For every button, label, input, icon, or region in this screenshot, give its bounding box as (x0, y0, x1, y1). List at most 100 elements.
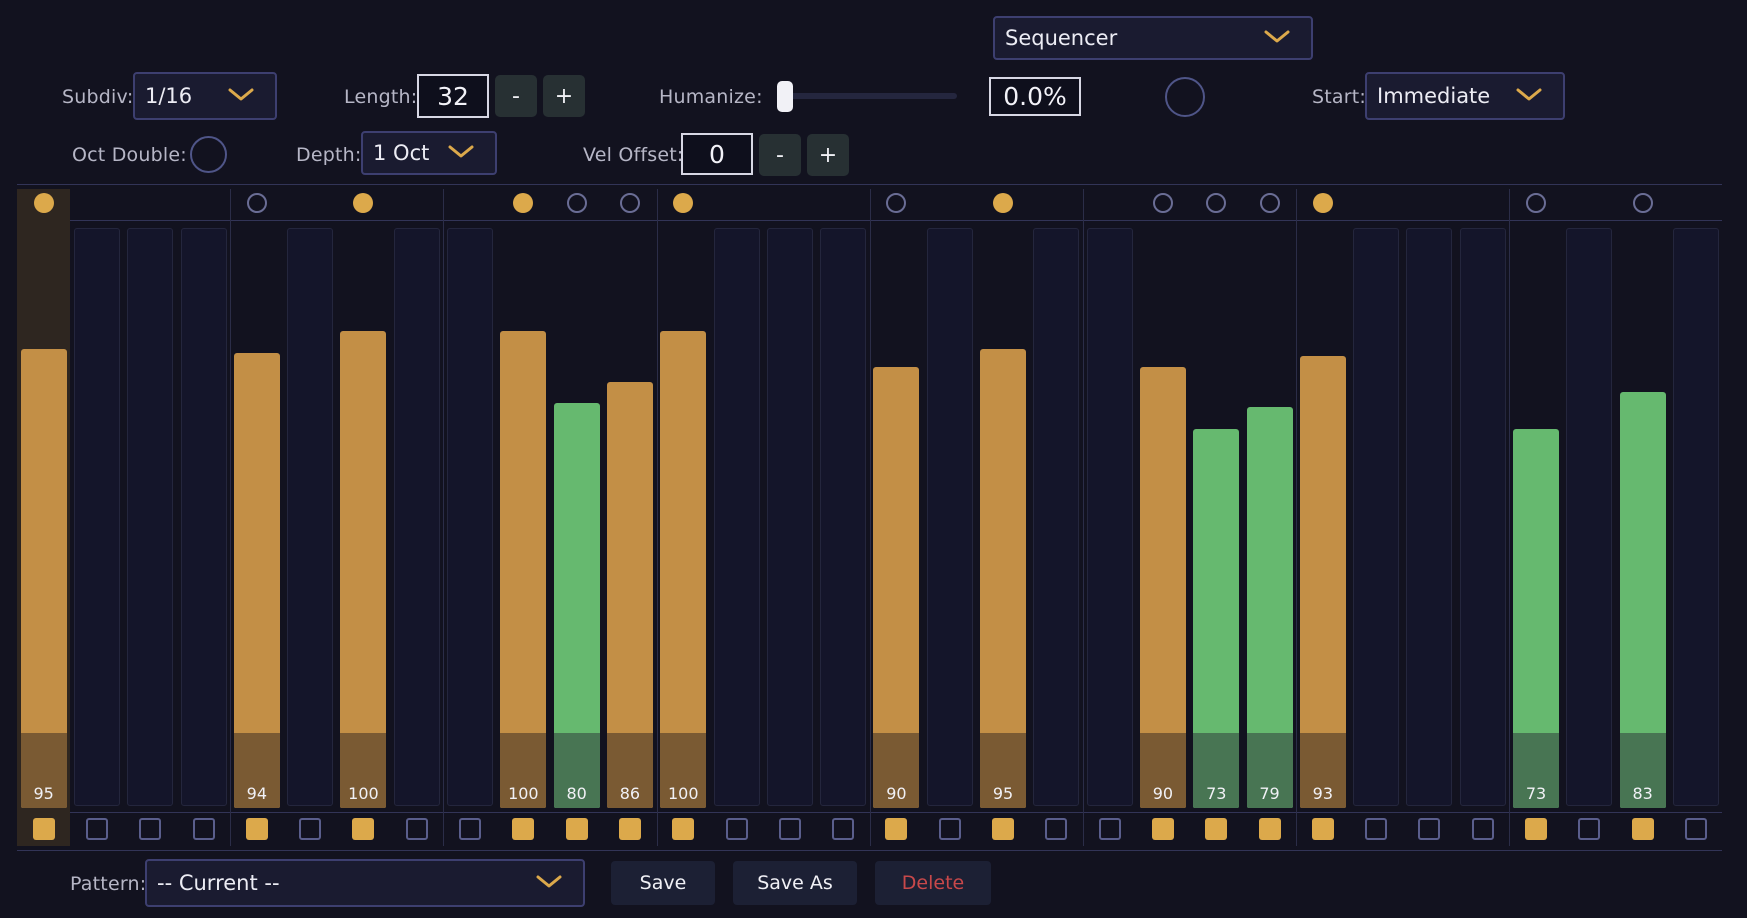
empty-step-track[interactable] (1086, 228, 1133, 806)
accent-dot-off[interactable] (566, 193, 587, 213)
step-gate-toggle[interactable] (832, 818, 855, 840)
mode-dropdown[interactable]: Sequencer (993, 16, 1313, 60)
step-gate-toggle[interactable] (1365, 818, 1388, 840)
vel-offset-decrement-button[interactable]: - (759, 134, 801, 176)
accent-dot-off[interactable] (1206, 193, 1227, 213)
step-gate-toggle[interactable] (938, 818, 961, 840)
delete-button[interactable]: Delete (875, 861, 991, 905)
velocity-bar[interactable] (980, 348, 1027, 808)
accent-dot-on[interactable] (1312, 193, 1333, 213)
empty-step-track[interactable] (766, 228, 813, 806)
humanize-value[interactable]: 0.0% (989, 77, 1081, 116)
step-gate-toggle[interactable] (1258, 818, 1281, 840)
velocity-bar[interactable] (1299, 356, 1346, 808)
velocity-bar[interactable] (606, 381, 653, 808)
empty-step-track[interactable] (1353, 228, 1400, 806)
accent-dot-off[interactable] (1152, 193, 1173, 213)
empty-step-track[interactable] (713, 228, 760, 806)
depth-dropdown[interactable]: 1 Oct (361, 131, 497, 175)
step-gate-toggle[interactable] (565, 818, 588, 840)
empty-step-track[interactable] (1459, 228, 1506, 806)
save-as-button[interactable]: Save As (733, 861, 857, 905)
velocity-bar[interactable] (873, 367, 920, 808)
step-gate-toggle[interactable] (778, 818, 801, 840)
accent-dot-on[interactable] (33, 193, 54, 213)
vel-offset-increment-button[interactable]: + (807, 134, 849, 176)
step-gate-toggle[interactable] (618, 818, 641, 840)
length-increment-button[interactable]: + (543, 75, 585, 117)
empty-step-track[interactable] (393, 228, 440, 806)
step-gate-toggle[interactable] (32, 818, 55, 840)
save-button[interactable]: Save (611, 861, 715, 905)
step-gate-toggle[interactable] (1205, 818, 1228, 840)
accent-dot-off[interactable] (886, 193, 907, 213)
empty-step-track[interactable] (820, 228, 867, 806)
accent-dot-off[interactable] (1259, 193, 1280, 213)
step-gate-toggle[interactable] (992, 818, 1015, 840)
step-gate-toggle[interactable] (1045, 818, 1068, 840)
velocity-bar[interactable] (340, 330, 387, 808)
accent-dot-on[interactable] (353, 193, 374, 213)
accent-dot-off[interactable] (246, 193, 267, 213)
velocity-bar[interactable] (1619, 392, 1666, 808)
velocity-bar[interactable] (1193, 428, 1240, 808)
oct-double-toggle[interactable] (190, 136, 227, 173)
length-decrement-button[interactable]: - (495, 75, 537, 117)
step-gate-toggle[interactable] (1471, 818, 1494, 840)
vel-offset-field[interactable]: 0 (681, 133, 753, 175)
humanize-slider-handle[interactable] (777, 81, 793, 112)
step-gate-toggle[interactable] (725, 818, 748, 840)
velocity-bar[interactable] (660, 330, 707, 808)
pattern-dropdown[interactable]: -- Current -- (145, 859, 585, 907)
start-dropdown[interactable]: Immediate (1365, 72, 1565, 120)
accent-dot-off[interactable] (1632, 193, 1653, 213)
step-gate-toggle[interactable] (1684, 818, 1707, 840)
velocity-bar[interactable] (20, 348, 67, 808)
step-gate-toggle[interactable] (1418, 818, 1441, 840)
step-gate-toggle[interactable] (405, 818, 428, 840)
humanize-slider-track[interactable] (779, 93, 957, 99)
empty-step-track[interactable] (180, 228, 227, 806)
humanize-toggle[interactable] (1165, 77, 1205, 117)
step-gate-toggle[interactable] (352, 818, 375, 840)
step-gate-toggle[interactable] (299, 818, 322, 840)
length-label: Length: (344, 86, 418, 108)
empty-step-track[interactable] (926, 228, 973, 806)
accent-dot-on[interactable] (673, 193, 694, 213)
empty-step-track[interactable] (1672, 228, 1719, 806)
step-gate-toggle[interactable] (85, 818, 108, 840)
empty-step-track[interactable] (1566, 228, 1613, 806)
step-gate-toggle[interactable] (1098, 818, 1121, 840)
step-gate-toggle[interactable] (1578, 818, 1601, 840)
step-gate-toggle[interactable] (885, 818, 908, 840)
velocity-bar[interactable] (1139, 367, 1186, 808)
step-gate-toggle[interactable] (672, 818, 695, 840)
velocity-bar[interactable] (1246, 406, 1293, 808)
step-gate-toggle[interactable] (1151, 818, 1174, 840)
subdiv-dropdown[interactable]: 1/16 (133, 72, 277, 120)
velocity-bar[interactable] (500, 330, 547, 808)
step-gate-toggle[interactable] (139, 818, 162, 840)
step-gate-toggle[interactable] (459, 818, 482, 840)
step-gate-toggle[interactable] (192, 818, 215, 840)
step-gate-toggle[interactable] (512, 818, 535, 840)
length-field[interactable]: 32 (417, 74, 489, 118)
accent-dot-off[interactable] (619, 193, 640, 213)
velocity-bar[interactable] (553, 403, 600, 808)
accent-dot-on[interactable] (993, 193, 1014, 213)
empty-step-track[interactable] (1406, 228, 1453, 806)
step-gate-toggle[interactable] (1631, 818, 1654, 840)
empty-step-track[interactable] (1033, 228, 1080, 806)
accent-dot-on[interactable] (513, 193, 534, 213)
step-gate-toggle[interactable] (245, 818, 268, 840)
step-gate-toggle[interactable] (1311, 818, 1334, 840)
accent-dot-off[interactable] (1526, 193, 1547, 213)
velocity-bar[interactable] (233, 352, 280, 808)
empty-step-track[interactable] (287, 228, 334, 806)
empty-step-track[interactable] (127, 228, 174, 806)
empty-step-track[interactable] (447, 228, 494, 806)
velocity-value: 100 (508, 784, 539, 803)
velocity-bar[interactable] (1513, 428, 1560, 808)
step-gate-toggle[interactable] (1525, 818, 1548, 840)
empty-step-track[interactable] (73, 228, 120, 806)
